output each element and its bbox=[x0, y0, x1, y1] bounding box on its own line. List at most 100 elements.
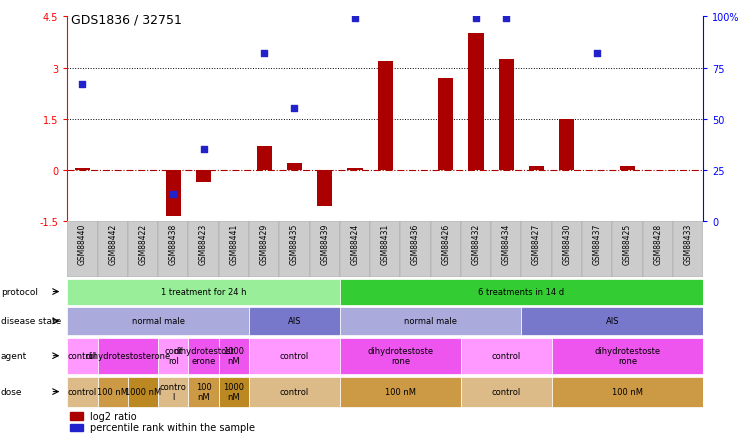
Bar bbox=[166, 170, 181, 216]
Text: GSM88424: GSM88424 bbox=[351, 223, 360, 264]
Bar bbox=[340, 279, 703, 305]
Bar bbox=[249, 377, 340, 407]
Text: dihydrotestoste
rone: dihydrotestoste rone bbox=[595, 346, 660, 365]
Bar bbox=[158, 221, 188, 278]
Text: GSM88437: GSM88437 bbox=[592, 223, 601, 264]
Text: contro
l: contro l bbox=[160, 382, 187, 401]
Text: cont
rol: cont rol bbox=[164, 346, 183, 365]
Text: GSM88431: GSM88431 bbox=[381, 223, 390, 264]
Bar bbox=[158, 338, 188, 374]
Text: normal male: normal male bbox=[132, 317, 185, 326]
Point bbox=[76, 81, 88, 88]
Bar bbox=[218, 221, 249, 278]
Bar bbox=[643, 221, 673, 278]
Bar bbox=[310, 221, 340, 278]
Text: dose: dose bbox=[1, 387, 22, 396]
Bar bbox=[75, 169, 90, 170]
Text: 1 treatment for 24 h: 1 treatment for 24 h bbox=[161, 287, 246, 296]
Bar bbox=[97, 221, 128, 278]
Bar bbox=[188, 221, 218, 278]
Bar bbox=[400, 221, 431, 278]
Bar bbox=[67, 279, 340, 305]
Bar bbox=[188, 338, 218, 374]
Bar bbox=[128, 221, 158, 278]
Text: 1000
nM: 1000 nM bbox=[224, 346, 245, 365]
Bar bbox=[128, 377, 158, 407]
Text: GSM88441: GSM88441 bbox=[230, 223, 239, 264]
Bar bbox=[521, 307, 703, 335]
Text: GSM88423: GSM88423 bbox=[199, 223, 208, 264]
Bar bbox=[552, 338, 703, 374]
Bar bbox=[461, 221, 491, 278]
Point bbox=[289, 105, 301, 112]
Bar bbox=[286, 164, 302, 170]
Text: log2 ratio: log2 ratio bbox=[90, 411, 136, 421]
Point bbox=[168, 191, 180, 198]
Bar bbox=[347, 169, 363, 170]
Bar bbox=[249, 338, 340, 374]
Point bbox=[591, 51, 603, 58]
Bar bbox=[461, 377, 552, 407]
Bar bbox=[529, 167, 544, 170]
Bar bbox=[673, 221, 703, 278]
Bar bbox=[620, 167, 635, 170]
Bar bbox=[279, 221, 310, 278]
Bar bbox=[67, 338, 97, 374]
Bar bbox=[613, 221, 643, 278]
Text: dihydrotestost
erone: dihydrotestost erone bbox=[173, 346, 234, 365]
Text: AIS: AIS bbox=[606, 317, 619, 326]
Bar bbox=[560, 119, 574, 170]
Text: control: control bbox=[491, 387, 521, 396]
Text: control: control bbox=[491, 352, 521, 360]
Point bbox=[470, 16, 482, 23]
Bar bbox=[158, 377, 188, 407]
Text: GSM88438: GSM88438 bbox=[169, 223, 178, 264]
Text: percentile rank within the sample: percentile rank within the sample bbox=[90, 423, 254, 432]
Text: dihydrotestosterone: dihydrotestosterone bbox=[85, 352, 171, 360]
Text: GSM88430: GSM88430 bbox=[562, 223, 571, 264]
Text: GSM88432: GSM88432 bbox=[471, 223, 480, 264]
Text: GSM88436: GSM88436 bbox=[411, 223, 420, 264]
Text: normal male: normal male bbox=[404, 317, 457, 326]
Text: control: control bbox=[280, 387, 309, 396]
Text: control: control bbox=[68, 352, 97, 360]
Text: 1000 nM: 1000 nM bbox=[125, 387, 161, 396]
Text: agent: agent bbox=[1, 352, 27, 360]
Bar bbox=[340, 307, 521, 335]
Text: GSM88435: GSM88435 bbox=[290, 223, 299, 264]
Bar bbox=[340, 221, 370, 278]
Bar bbox=[218, 377, 249, 407]
Bar bbox=[67, 221, 97, 278]
Text: 100
nM: 100 nM bbox=[196, 382, 212, 401]
Bar bbox=[196, 170, 211, 182]
Bar bbox=[70, 412, 83, 420]
Text: GSM88433: GSM88433 bbox=[684, 223, 693, 264]
Text: GSM88442: GSM88442 bbox=[108, 223, 117, 264]
Text: dihydrotestoste
rone: dihydrotestoste rone bbox=[367, 346, 433, 365]
Text: 100 nM: 100 nM bbox=[385, 387, 416, 396]
Text: GSM88422: GSM88422 bbox=[138, 223, 147, 264]
Bar bbox=[521, 221, 552, 278]
Text: AIS: AIS bbox=[288, 317, 301, 326]
Point bbox=[500, 16, 512, 23]
Bar bbox=[582, 221, 613, 278]
Bar bbox=[340, 377, 461, 407]
Bar bbox=[97, 377, 128, 407]
Text: 6 treatments in 14 d: 6 treatments in 14 d bbox=[479, 287, 565, 296]
Point bbox=[258, 51, 270, 58]
Text: GSM88434: GSM88434 bbox=[502, 223, 511, 264]
Text: 1000
nM: 1000 nM bbox=[224, 382, 245, 401]
Text: control: control bbox=[280, 352, 309, 360]
Text: GSM88439: GSM88439 bbox=[320, 223, 329, 264]
Bar bbox=[340, 338, 461, 374]
Bar bbox=[378, 62, 393, 170]
Text: GSM88425: GSM88425 bbox=[623, 223, 632, 264]
Text: GSM88429: GSM88429 bbox=[260, 223, 269, 264]
Bar bbox=[461, 338, 552, 374]
Bar bbox=[249, 307, 340, 335]
Bar bbox=[491, 221, 521, 278]
Point bbox=[197, 146, 209, 153]
Bar bbox=[370, 221, 400, 278]
Bar bbox=[188, 377, 218, 407]
Text: GSM88426: GSM88426 bbox=[441, 223, 450, 264]
